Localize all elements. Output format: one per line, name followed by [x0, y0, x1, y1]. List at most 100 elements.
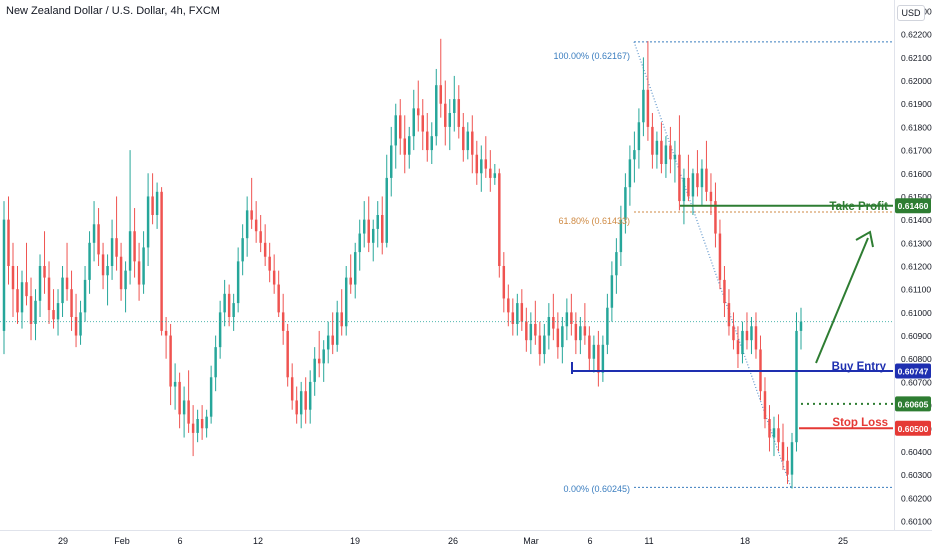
candle-body	[498, 173, 501, 266]
candle-body	[484, 159, 488, 169]
fib-618-label: 61.80% (0.61433)	[558, 216, 630, 226]
candle-body	[299, 391, 303, 415]
price-axis[interactable]: 0.623000.622000.621000.620000.619000.618…	[901, 7, 932, 527]
candle-body	[146, 196, 150, 248]
candle-body	[25, 282, 28, 297]
price-tick-label: 0.61900	[901, 99, 932, 109]
candle-body	[696, 173, 699, 188]
candle-body	[687, 177, 690, 197]
time-tick-label: Mar	[523, 536, 539, 546]
candle-body	[160, 191, 163, 331]
candle-body	[191, 423, 195, 433]
currency-button[interactable]: USD	[897, 5, 925, 21]
candle-body	[272, 270, 276, 285]
price-tick-label: 0.62200	[901, 30, 932, 40]
candle-body	[403, 138, 406, 155]
candle-body	[362, 219, 366, 234]
price-tick-label: 0.60300	[901, 470, 932, 480]
candle-body	[187, 400, 190, 424]
candle-body	[511, 312, 515, 324]
candle-body	[529, 323, 533, 341]
price-tick-label: 0.61100	[901, 285, 931, 295]
candle-body	[227, 293, 231, 317]
candle-body	[79, 312, 82, 336]
candle-body	[655, 140, 659, 155]
candle-body	[727, 303, 731, 327]
candle-body	[768, 419, 771, 438]
candle-body	[38, 266, 42, 301]
candle-body	[286, 330, 289, 378]
candle-body	[732, 326, 735, 341]
target-arrow-head	[855, 230, 874, 248]
candle-body	[7, 219, 10, 266]
candle-body	[349, 277, 352, 285]
candle-body	[308, 381, 312, 410]
time-tick-label: 6	[177, 536, 182, 546]
candle-body	[781, 442, 785, 461]
candle-body	[313, 358, 316, 382]
candle-body	[750, 326, 753, 341]
candle-body	[322, 349, 325, 364]
candle-body	[182, 400, 186, 415]
candle-body	[20, 282, 24, 313]
candle-body	[124, 270, 127, 290]
candle-body	[471, 131, 474, 155]
candle-body	[430, 136, 434, 151]
candle-body	[516, 303, 519, 324]
candle-body	[597, 344, 600, 373]
candle-body	[110, 238, 114, 266]
candle-body	[592, 344, 596, 359]
candle-body	[502, 266, 506, 299]
candle-body	[610, 275, 614, 308]
candle-body	[426, 131, 429, 151]
candle-body	[353, 252, 357, 285]
time-axis[interactable]: 29 Feb 6 12 19 26 Mar 6 11 18 25	[58, 536, 848, 546]
fib-0-label: 0.00% (0.60245)	[563, 484, 630, 494]
candle-body	[119, 256, 123, 290]
candle-body	[507, 298, 510, 313]
candle-body	[444, 103, 447, 127]
time-tick-label: 25	[838, 536, 848, 546]
candle-body	[218, 312, 222, 348]
chart-title: New Zealand Dollar / U.S. Dollar, 4h, FX…	[6, 5, 220, 17]
candle-body	[556, 328, 560, 348]
candle-body	[11, 266, 15, 290]
candle-body	[245, 210, 249, 239]
stop-loss-price-tag	[895, 420, 931, 436]
candle-body	[223, 293, 226, 313]
candle-body	[263, 242, 267, 257]
trade-levels[interactable]	[571, 204, 893, 430]
time-tick-label: Feb	[114, 536, 130, 546]
candle-body	[151, 196, 154, 215]
candle-body	[601, 344, 605, 373]
candle-body	[115, 238, 118, 257]
price-tick-label: 0.60100	[901, 517, 932, 527]
candle-body	[173, 381, 177, 387]
candle-body	[664, 145, 668, 164]
candle-body	[673, 154, 677, 160]
price-tick-label: 0.61000	[901, 308, 932, 318]
candle-body	[682, 177, 686, 202]
candle-body	[70, 289, 73, 317]
candle-body	[534, 323, 537, 336]
target-arrow-shaft	[815, 237, 869, 364]
price-tick-label: 0.61200	[901, 262, 932, 272]
candle-body	[277, 284, 280, 313]
candle-body	[480, 159, 483, 174]
candle-body	[660, 140, 663, 164]
target-arrow[interactable]	[815, 230, 874, 364]
candle-body	[619, 219, 623, 253]
candle-body	[196, 419, 199, 433]
candle-body	[106, 266, 109, 276]
candle-body	[178, 381, 181, 415]
candle-body	[250, 210, 253, 220]
candle-body	[799, 321, 803, 331]
candle-body	[628, 159, 632, 188]
candle-body	[462, 126, 465, 151]
candle-body	[606, 307, 609, 345]
candle-body	[583, 326, 587, 336]
candle-body	[777, 428, 780, 443]
candle-body	[34, 300, 37, 324]
candle-body	[678, 154, 681, 202]
